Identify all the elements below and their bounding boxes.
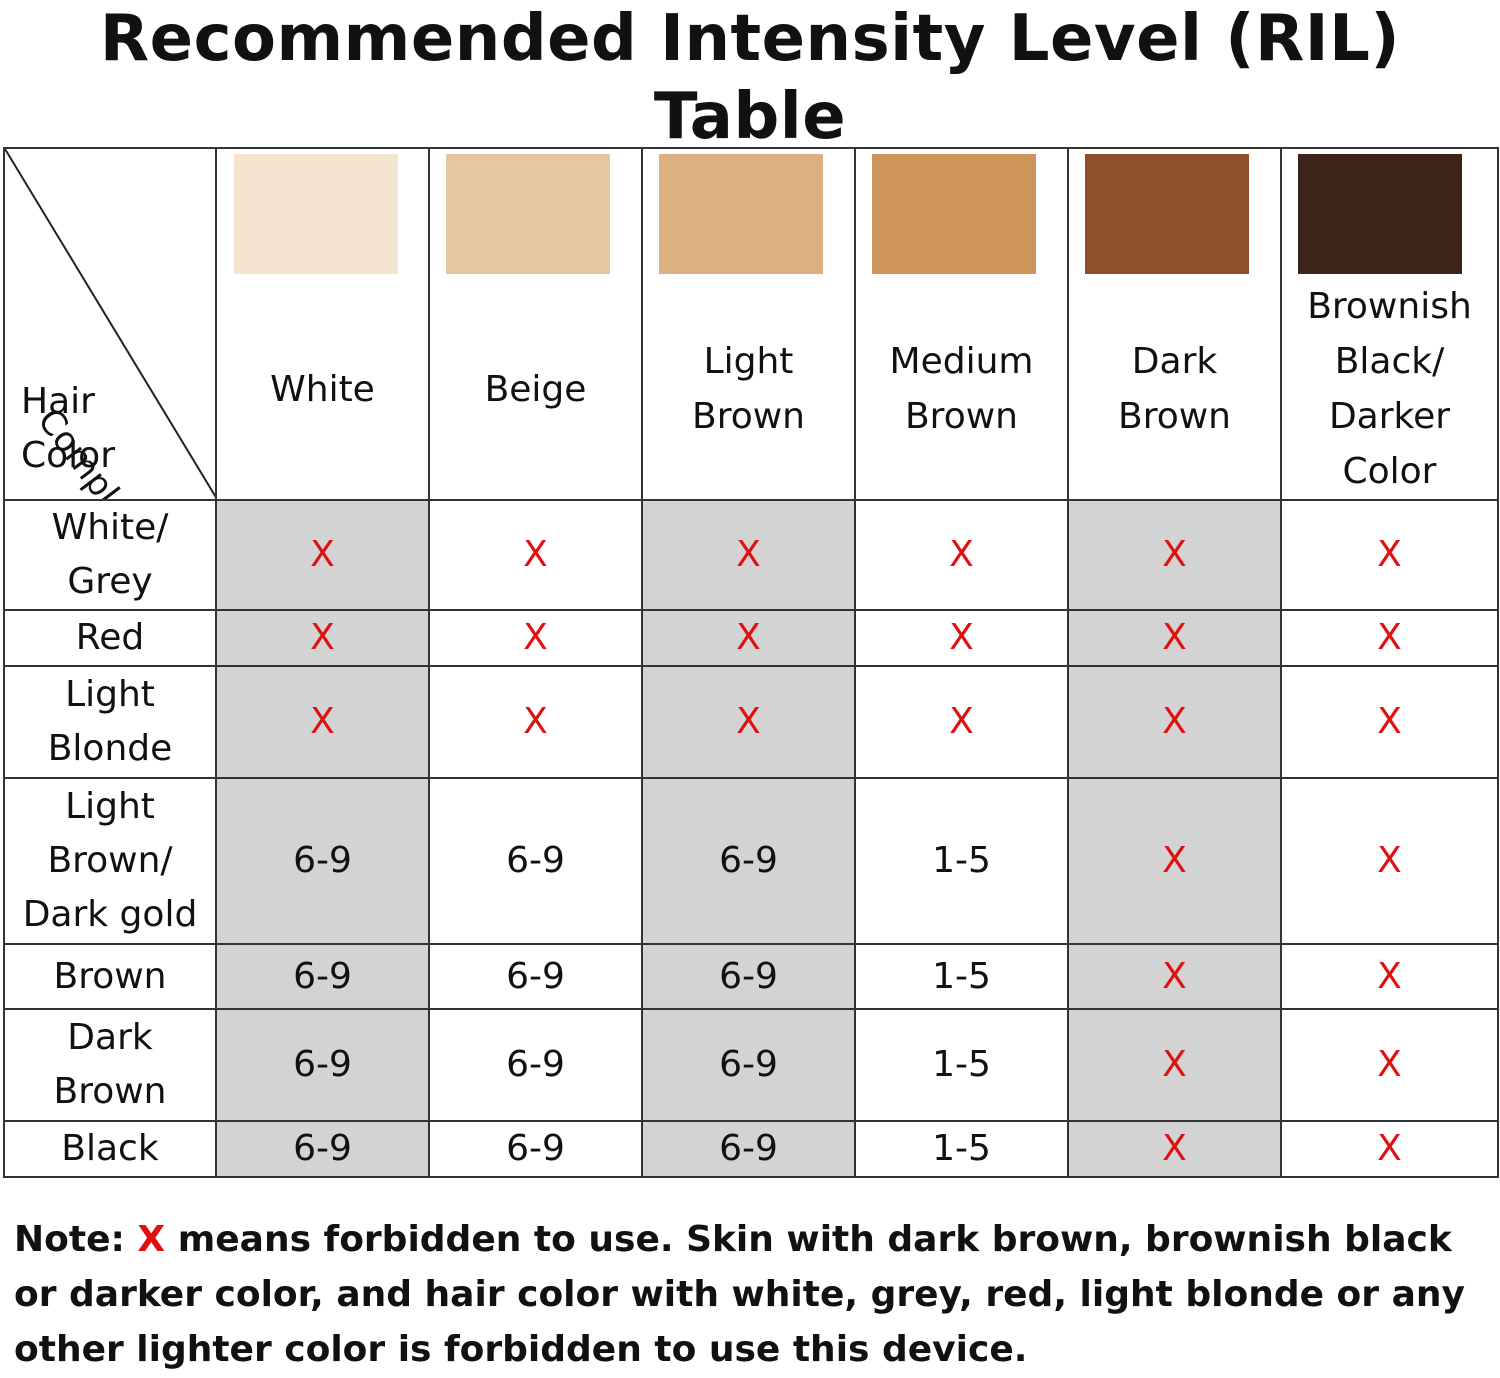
table-cell: X <box>641 499 856 611</box>
row-header: Brown <box>3 943 217 1010</box>
table-cell: X <box>215 499 430 611</box>
table-row: Dark Brown 6-9 6-9 6-9 1-5 X X <box>3 1008 1499 1122</box>
table-cell: X <box>1067 609 1282 667</box>
table-cell: X <box>1067 1120 1282 1178</box>
table-cell: 6-9 <box>215 943 430 1010</box>
table-row: Light Brown/ Dark gold 6-9 6-9 6-9 1-5 X X <box>3 777 1499 945</box>
column-header-label: Brownish Black/ Darker Color <box>1307 286 1472 492</box>
table-cell: X <box>854 665 1069 779</box>
note-text: Note: X means forbidden to use. Skin wit… <box>14 1212 1494 1377</box>
table-cell: 1-5 <box>854 943 1069 1010</box>
row-header: Black <box>3 1120 217 1178</box>
table-cell: 6-9 <box>641 943 856 1010</box>
table-cell: X <box>1067 1008 1282 1122</box>
column-header-label: Medium Brown <box>889 341 1034 437</box>
table-row: Brown 6-9 6-9 6-9 1-5 X X <box>3 943 1499 1010</box>
column-header-label: White <box>270 368 375 410</box>
table-cell: X <box>428 609 643 667</box>
column-header-label: Beige <box>484 368 587 410</box>
table-cell: X <box>1280 1008 1499 1122</box>
table-cell: 6-9 <box>641 777 856 945</box>
table-cell: 1-5 <box>854 1120 1069 1178</box>
table-cell: X <box>1067 665 1282 779</box>
table-cell: X <box>1280 777 1499 945</box>
complexion-swatch <box>1085 154 1249 274</box>
table-cell: X <box>1280 499 1499 611</box>
table-cell: X <box>1067 943 1282 1010</box>
table-row: White/ Grey X X X X X X <box>3 499 1499 611</box>
hair-color-axis-label: Hair Color <box>21 381 115 476</box>
complexion-swatch <box>872 154 1036 274</box>
table-cell: 1-5 <box>854 1008 1069 1122</box>
table-cell: 1-5 <box>854 777 1069 945</box>
complexion-swatch <box>659 154 823 274</box>
table-cell: 6-9 <box>641 1120 856 1178</box>
table-cell: X <box>215 609 430 667</box>
table-cell: 6-9 <box>428 1120 643 1178</box>
complexion-swatch <box>446 154 610 274</box>
ril-table: Complexion Hair Color White Beige Light Br… <box>3 147 1499 1178</box>
table-cell: X <box>1067 777 1282 945</box>
table-cell: X <box>1280 943 1499 1010</box>
row-header: Light Blonde <box>3 665 217 779</box>
column-header: White <box>215 147 430 501</box>
table-cell: X <box>1280 609 1499 667</box>
table-row: Light Blonde X X X X X X <box>3 665 1499 779</box>
corner-cell: Complexion Hair Color <box>3 147 217 501</box>
column-header-label: Light Brown <box>692 341 805 437</box>
table-cell: X <box>428 665 643 779</box>
column-header: Light Brown <box>641 147 856 501</box>
table-cell: X <box>215 665 430 779</box>
row-header: Light Brown/ Dark gold <box>3 777 217 945</box>
table-cell: X <box>641 665 856 779</box>
note-body: means forbidden to use. Skin with dark b… <box>14 1219 1465 1370</box>
column-header-label: Dark Brown <box>1118 341 1231 437</box>
table-cell: X <box>854 609 1069 667</box>
table-cell: X <box>641 609 856 667</box>
table-row: Black 6-9 6-9 6-9 1-5 X X <box>3 1120 1499 1178</box>
complexion-swatch <box>1298 154 1462 274</box>
column-header: Dark Brown <box>1067 147 1282 501</box>
diagonal-divider <box>5 149 215 498</box>
page-title: Recommended Intensity Level (RIL) Table <box>99 2 1401 154</box>
header-row: Complexion Hair Color White Beige Light Br… <box>3 147 1499 501</box>
table-row: Red X X X X X X <box>3 609 1499 667</box>
forbidden-symbol: X <box>137 1219 166 1260</box>
table-cell: 6-9 <box>428 777 643 945</box>
table-cell: X <box>1280 1120 1499 1178</box>
table-cell: 6-9 <box>428 1008 643 1122</box>
table-cell: X <box>1067 499 1282 611</box>
row-header: Red <box>3 609 217 667</box>
table-cell: 6-9 <box>428 943 643 1010</box>
table-cell: 6-9 <box>215 1008 430 1122</box>
row-header: Dark Brown <box>3 1008 217 1122</box>
column-header: Beige <box>428 147 643 501</box>
table-cell: X <box>1280 665 1499 779</box>
table-cell: 6-9 <box>215 777 430 945</box>
table-cell: X <box>854 499 1069 611</box>
note-prefix: Note: <box>14 1219 138 1260</box>
table-cell: 6-9 <box>215 1120 430 1178</box>
column-header: Brownish Black/ Darker Color <box>1280 147 1499 501</box>
column-header: Medium Brown <box>854 147 1069 501</box>
table-cell: 6-9 <box>641 1008 856 1122</box>
table-cell: X <box>428 499 643 611</box>
row-header: White/ Grey <box>3 499 217 611</box>
complexion-swatch <box>234 154 398 274</box>
